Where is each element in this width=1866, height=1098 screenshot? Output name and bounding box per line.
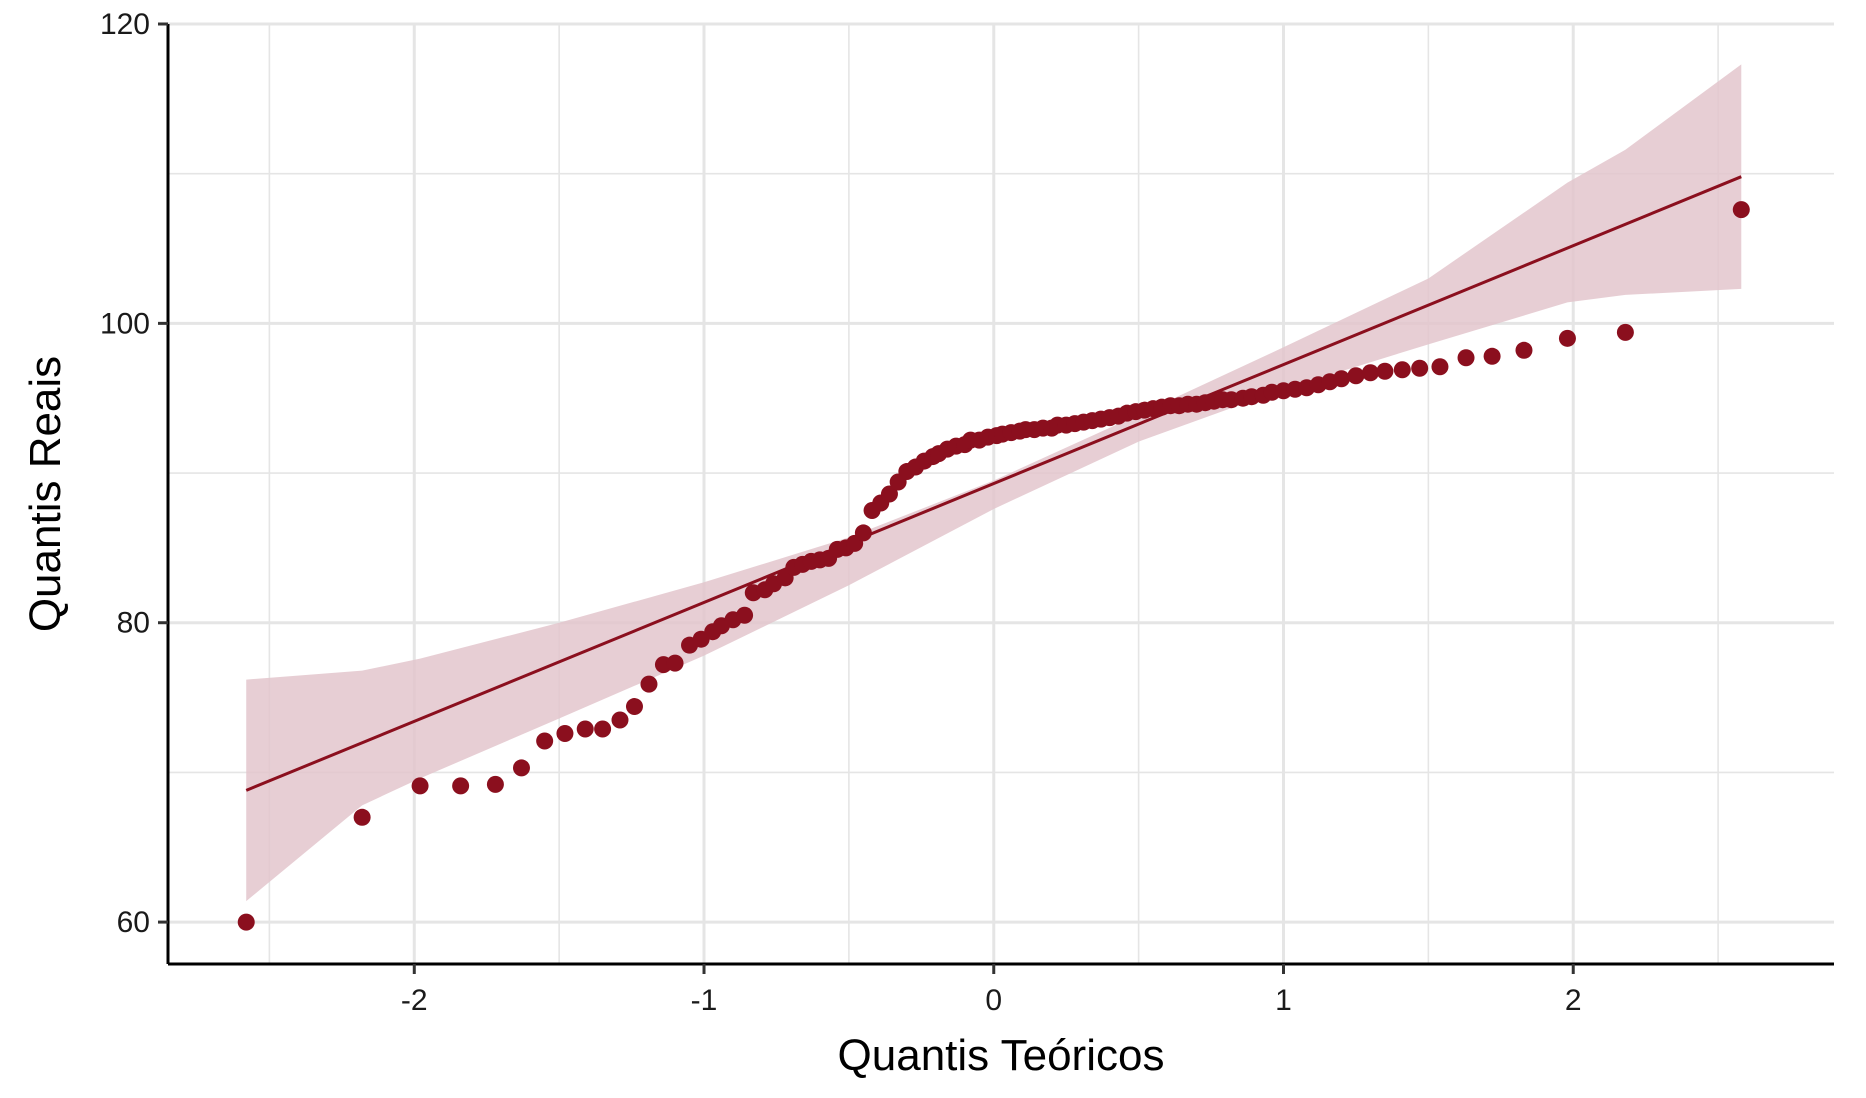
data-point	[854, 524, 872, 542]
data-point	[452, 777, 470, 795]
data-point	[1616, 323, 1634, 341]
data-point	[1376, 362, 1394, 380]
y-axis-ticks: 60 80 100 120	[100, 8, 168, 939]
y-tick-label: 120	[100, 8, 150, 41]
data-point	[1332, 370, 1350, 388]
x-tick-label: 0	[985, 984, 1002, 1017]
y-tick-label: 80	[117, 607, 150, 640]
data-point	[353, 808, 371, 826]
data-point	[1558, 329, 1576, 347]
data-point	[1411, 359, 1429, 377]
data-point	[1361, 364, 1379, 382]
x-tick-label: 2	[1565, 984, 1582, 1017]
data-point	[536, 732, 554, 750]
data-point	[1393, 361, 1411, 379]
data-point	[576, 720, 594, 738]
y-tick-label: 100	[100, 307, 150, 340]
data-point	[486, 775, 504, 793]
x-tick-label: -1	[691, 984, 718, 1017]
data-point	[625, 698, 643, 716]
data-point	[666, 654, 684, 672]
data-point	[512, 759, 530, 777]
data-point	[237, 913, 255, 931]
x-tick-label: 1	[1275, 984, 1292, 1017]
data-point	[556, 724, 574, 742]
data-points	[237, 201, 1750, 931]
data-point	[1732, 201, 1750, 219]
reference-line	[245, 175, 1742, 792]
data-point	[1431, 358, 1449, 376]
data-point	[1515, 341, 1533, 359]
x-axis-title: Quantis Teóricos	[838, 1031, 1165, 1080]
data-point	[1347, 367, 1365, 385]
data-point	[594, 720, 612, 738]
data-point	[1483, 347, 1501, 365]
data-point	[736, 606, 754, 624]
y-axis-title: Quantis Reais	[21, 356, 70, 632]
y-tick-label: 60	[117, 906, 150, 939]
data-point	[640, 675, 658, 693]
data-point	[411, 777, 429, 795]
x-axis-ticks: -2 -1 0 1 2	[401, 964, 1582, 1017]
x-tick-label: -2	[401, 984, 428, 1017]
data-point	[611, 711, 629, 729]
data-point	[1457, 349, 1475, 367]
data-point	[880, 485, 898, 503]
